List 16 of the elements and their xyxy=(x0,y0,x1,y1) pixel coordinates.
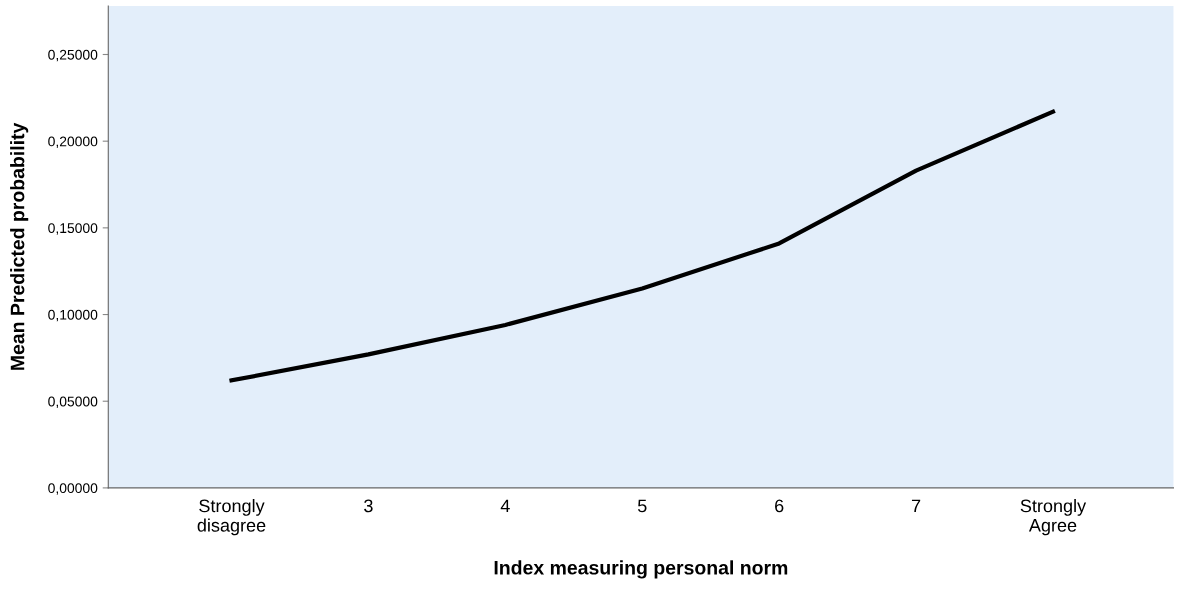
x-tick-label: 3 xyxy=(364,499,373,513)
y-tick-label: 0,25000 xyxy=(48,49,98,62)
line-series xyxy=(229,109,1056,383)
x-tick-label: 4 xyxy=(500,499,510,513)
y-axis-title: Mean Predicted probability xyxy=(10,122,29,370)
y-tick-label: 0,15000 xyxy=(48,223,98,235)
x-axis-title: Index measuring personal norm xyxy=(494,560,788,579)
x-tick-label: Strongly disagree xyxy=(197,499,266,536)
y-tick-label: 0,00000 xyxy=(48,483,98,495)
x-tick-label: Strongly Agree xyxy=(1020,499,1087,536)
x-tick-label: 7 xyxy=(911,499,921,513)
y-tick-label: 0,20000 xyxy=(48,136,98,148)
x-tick-label: 5 xyxy=(637,499,647,513)
y-tick-label: 0,10000 xyxy=(48,309,98,322)
y-tick-label: 0,05000 xyxy=(48,396,98,409)
x-tick-label: 6 xyxy=(775,499,784,513)
